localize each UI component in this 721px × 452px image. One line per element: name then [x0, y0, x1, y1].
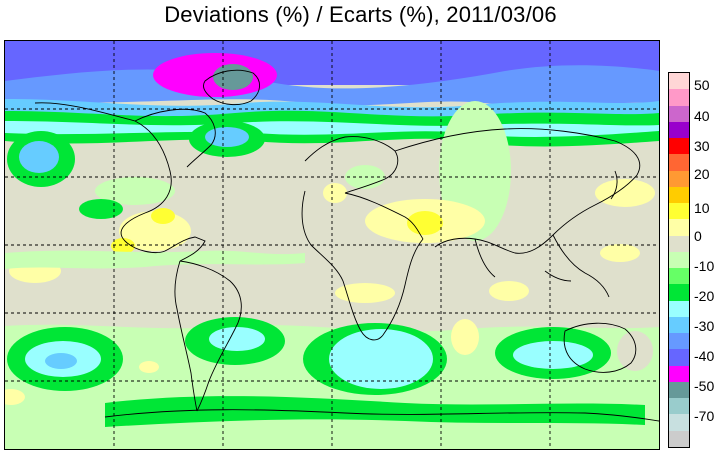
legend-swatch	[669, 170, 689, 188]
antarctica-coast	[104, 409, 659, 422]
legend-tick-label: 40	[694, 108, 710, 124]
legend-swatch	[669, 284, 689, 302]
legend-swatch	[669, 333, 689, 350]
southeast-asia-coast	[552, 234, 610, 298]
south-america-west-coast	[174, 260, 198, 412]
legend-swatch	[669, 73, 689, 90]
legend-tick-label: -10	[694, 258, 715, 274]
us-light-green	[95, 177, 175, 205]
map-title: Deviations (%) / Ecarts (%), 2011/03/06	[164, 2, 557, 27]
south-america-cyan	[209, 327, 265, 351]
antarctic-yellow-west	[5, 389, 25, 405]
map-canvas	[5, 41, 659, 449]
legend-tick-label: -70	[694, 408, 715, 424]
caribbean-yellow	[119, 211, 191, 251]
color-legend	[668, 72, 690, 448]
asia-coast	[394, 128, 641, 254]
legend-swatch	[669, 430, 689, 448]
tropical-light-green	[5, 250, 305, 269]
south-pacific-blue	[45, 353, 77, 369]
legend-swatch	[669, 105, 689, 123]
legend-swatch	[669, 154, 689, 172]
legend-swatch	[669, 365, 689, 383]
legend-swatch	[669, 316, 689, 334]
legend-swatch	[669, 300, 689, 318]
east-pacific-yellow	[600, 244, 640, 262]
arabia-yellow-core	[407, 211, 443, 235]
indonesia-coast	[544, 270, 572, 282]
legend-tick-label: 0	[694, 228, 702, 244]
legend-swatch	[669, 138, 689, 155]
antarctic-green-band	[105, 396, 645, 427]
greenland-coast	[202, 69, 260, 106]
legend-swatch	[669, 268, 689, 285]
legend-tick-label: -40	[694, 348, 715, 364]
pacific-blue-patch	[19, 141, 59, 173]
legend-swatch	[669, 121, 689, 139]
atlantic-south-yellow	[335, 283, 395, 303]
south-indian-cyan	[513, 341, 593, 369]
legend-tick-label: -20	[694, 288, 715, 304]
legend-swatch	[669, 251, 689, 269]
atlantic-blue-patch	[205, 127, 249, 147]
south-pacific-yellow	[139, 361, 159, 373]
indian-ocean-yellow	[489, 281, 529, 301]
caribbean-yellow-core	[151, 208, 175, 224]
legend-tick-label: -30	[694, 318, 715, 334]
graticule	[5, 41, 659, 449]
hudson-coast	[134, 108, 216, 168]
legend-swatch	[669, 186, 689, 204]
south-east-neutral	[617, 331, 653, 371]
legend-tick-label: -50	[694, 378, 715, 394]
south-indian-yellow	[451, 319, 479, 355]
legend-tick-label: 30	[694, 138, 710, 154]
legend-swatch	[669, 89, 689, 106]
legend-tick-label: 50	[694, 77, 710, 93]
legend-tick-label: 10	[694, 200, 710, 216]
japan-coast	[610, 170, 618, 200]
greenland-grey-core	[213, 64, 253, 90]
australia-coast	[563, 322, 637, 373]
legend-swatch	[669, 219, 689, 237]
coastlines	[34, 69, 659, 422]
south-america-east-coast	[179, 260, 242, 412]
deviation-map	[4, 40, 660, 450]
legend-swatch	[669, 235, 689, 253]
mediterranean-yellow	[323, 183, 347, 203]
mexico-yellow-core	[111, 238, 135, 254]
legend-tick-label: 20	[694, 166, 710, 182]
legend-swatch	[669, 398, 689, 415]
legend-swatch	[669, 381, 689, 399]
legend-swatch	[669, 349, 689, 367]
legend-swatch	[669, 203, 689, 220]
india-coast	[474, 238, 496, 278]
north-america-coast	[34, 102, 206, 262]
us-south-green	[79, 199, 123, 219]
pacific-east-yellow	[595, 179, 655, 207]
south-atlantic-cyan	[329, 329, 433, 389]
africa-north-coast	[344, 192, 424, 240]
legend-swatch	[669, 414, 689, 432]
